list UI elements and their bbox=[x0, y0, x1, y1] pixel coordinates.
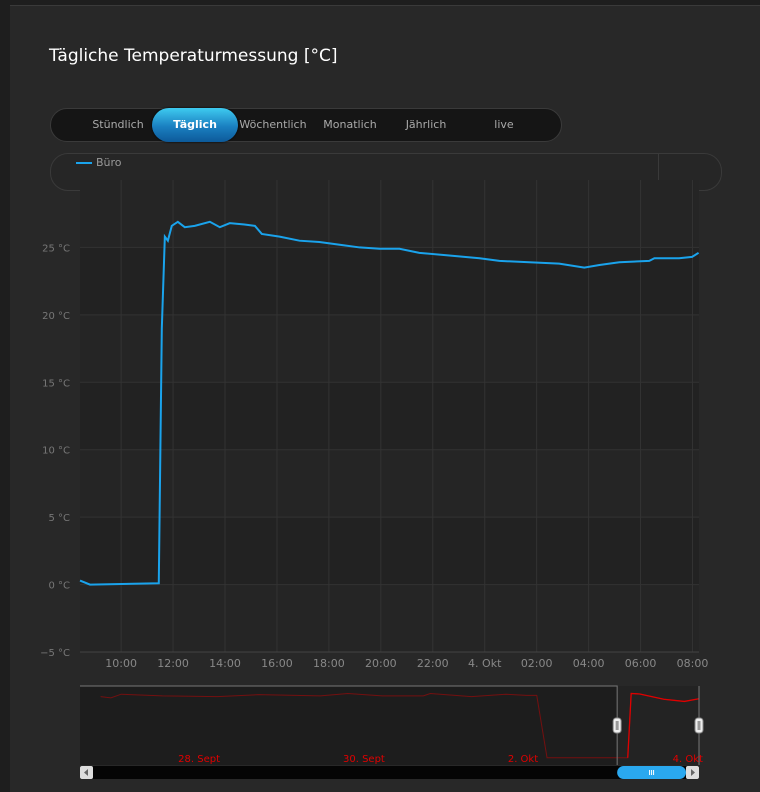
plot-band bbox=[80, 314, 699, 383]
navigator-tick-label: 2. Okt bbox=[508, 754, 538, 765]
plot-background bbox=[80, 180, 699, 652]
navigator-background bbox=[80, 686, 699, 765]
navigator-outline-left bbox=[80, 685, 618, 765]
range-selector: Stündlich Täglich Wöchentlich Monatlich … bbox=[50, 108, 562, 142]
range-button-jaehrlich[interactable]: Jährlich bbox=[405, 118, 447, 131]
series-line-buero bbox=[79, 220, 700, 586]
chart-title: Tägliche Temperaturmessung [°C] bbox=[49, 46, 338, 66]
plot-band bbox=[80, 180, 699, 248]
navigator-tick-label: 30. Sept bbox=[343, 754, 385, 765]
plot-band bbox=[80, 449, 699, 518]
handle-grip-icon bbox=[615, 721, 619, 730]
range-button-monatlich[interactable]: Monatlich bbox=[323, 118, 377, 131]
handle-grip-icon bbox=[697, 721, 701, 730]
y-tick-label: 10 °C bbox=[42, 446, 70, 457]
x-tick-label: 10:00 bbox=[105, 657, 137, 670]
range-button-live[interactable]: live bbox=[494, 118, 514, 131]
x-tick-label: 22:00 bbox=[417, 657, 449, 670]
x-tick-label: 08:00 bbox=[677, 657, 709, 670]
navigator-tick-label: 28. Sept bbox=[178, 754, 220, 765]
range-button-stuendlich[interactable]: Stündlich bbox=[92, 118, 144, 131]
x-tick-label: 20:00 bbox=[365, 657, 397, 670]
plot-band bbox=[80, 584, 699, 652]
arrow-right-icon bbox=[691, 769, 695, 776]
scrollbar-track[interactable] bbox=[80, 766, 699, 779]
x-tick-label: 14:00 bbox=[209, 657, 241, 670]
range-button-woechentlich[interactable]: Wöchentlich bbox=[239, 118, 307, 131]
legend-item-buero[interactable]: Büro bbox=[76, 156, 122, 169]
x-tick-label: 06:00 bbox=[625, 657, 657, 670]
navigator-tick-label: 4. Okt bbox=[673, 754, 703, 765]
x-tick-label: 02:00 bbox=[521, 657, 553, 670]
x-tick-label: 04:00 bbox=[573, 657, 605, 670]
x-tick-label: 4. Okt bbox=[468, 657, 502, 670]
y-tick-label: 25 °C bbox=[42, 243, 70, 254]
navigator-selected-line bbox=[627, 692, 700, 758]
legend-divider bbox=[658, 154, 659, 190]
arrow-left-icon bbox=[84, 769, 88, 776]
y-tick-label: 20 °C bbox=[42, 311, 70, 322]
navigator-mask-left bbox=[80, 686, 618, 765]
x-tick-label: 18:00 bbox=[313, 657, 345, 670]
legend-line-icon bbox=[76, 162, 92, 164]
y-tick-label: 5 °C bbox=[48, 513, 70, 524]
x-tick-label: 12:00 bbox=[157, 657, 189, 670]
x-tick-label: 16:00 bbox=[261, 657, 293, 670]
y-tick-label: 15 °C bbox=[42, 378, 70, 389]
y-tick-label: −5 °C bbox=[40, 648, 70, 659]
y-tick-label: 0 °C bbox=[48, 581, 70, 592]
range-button-taeglich[interactable]: Täglich bbox=[152, 108, 238, 142]
